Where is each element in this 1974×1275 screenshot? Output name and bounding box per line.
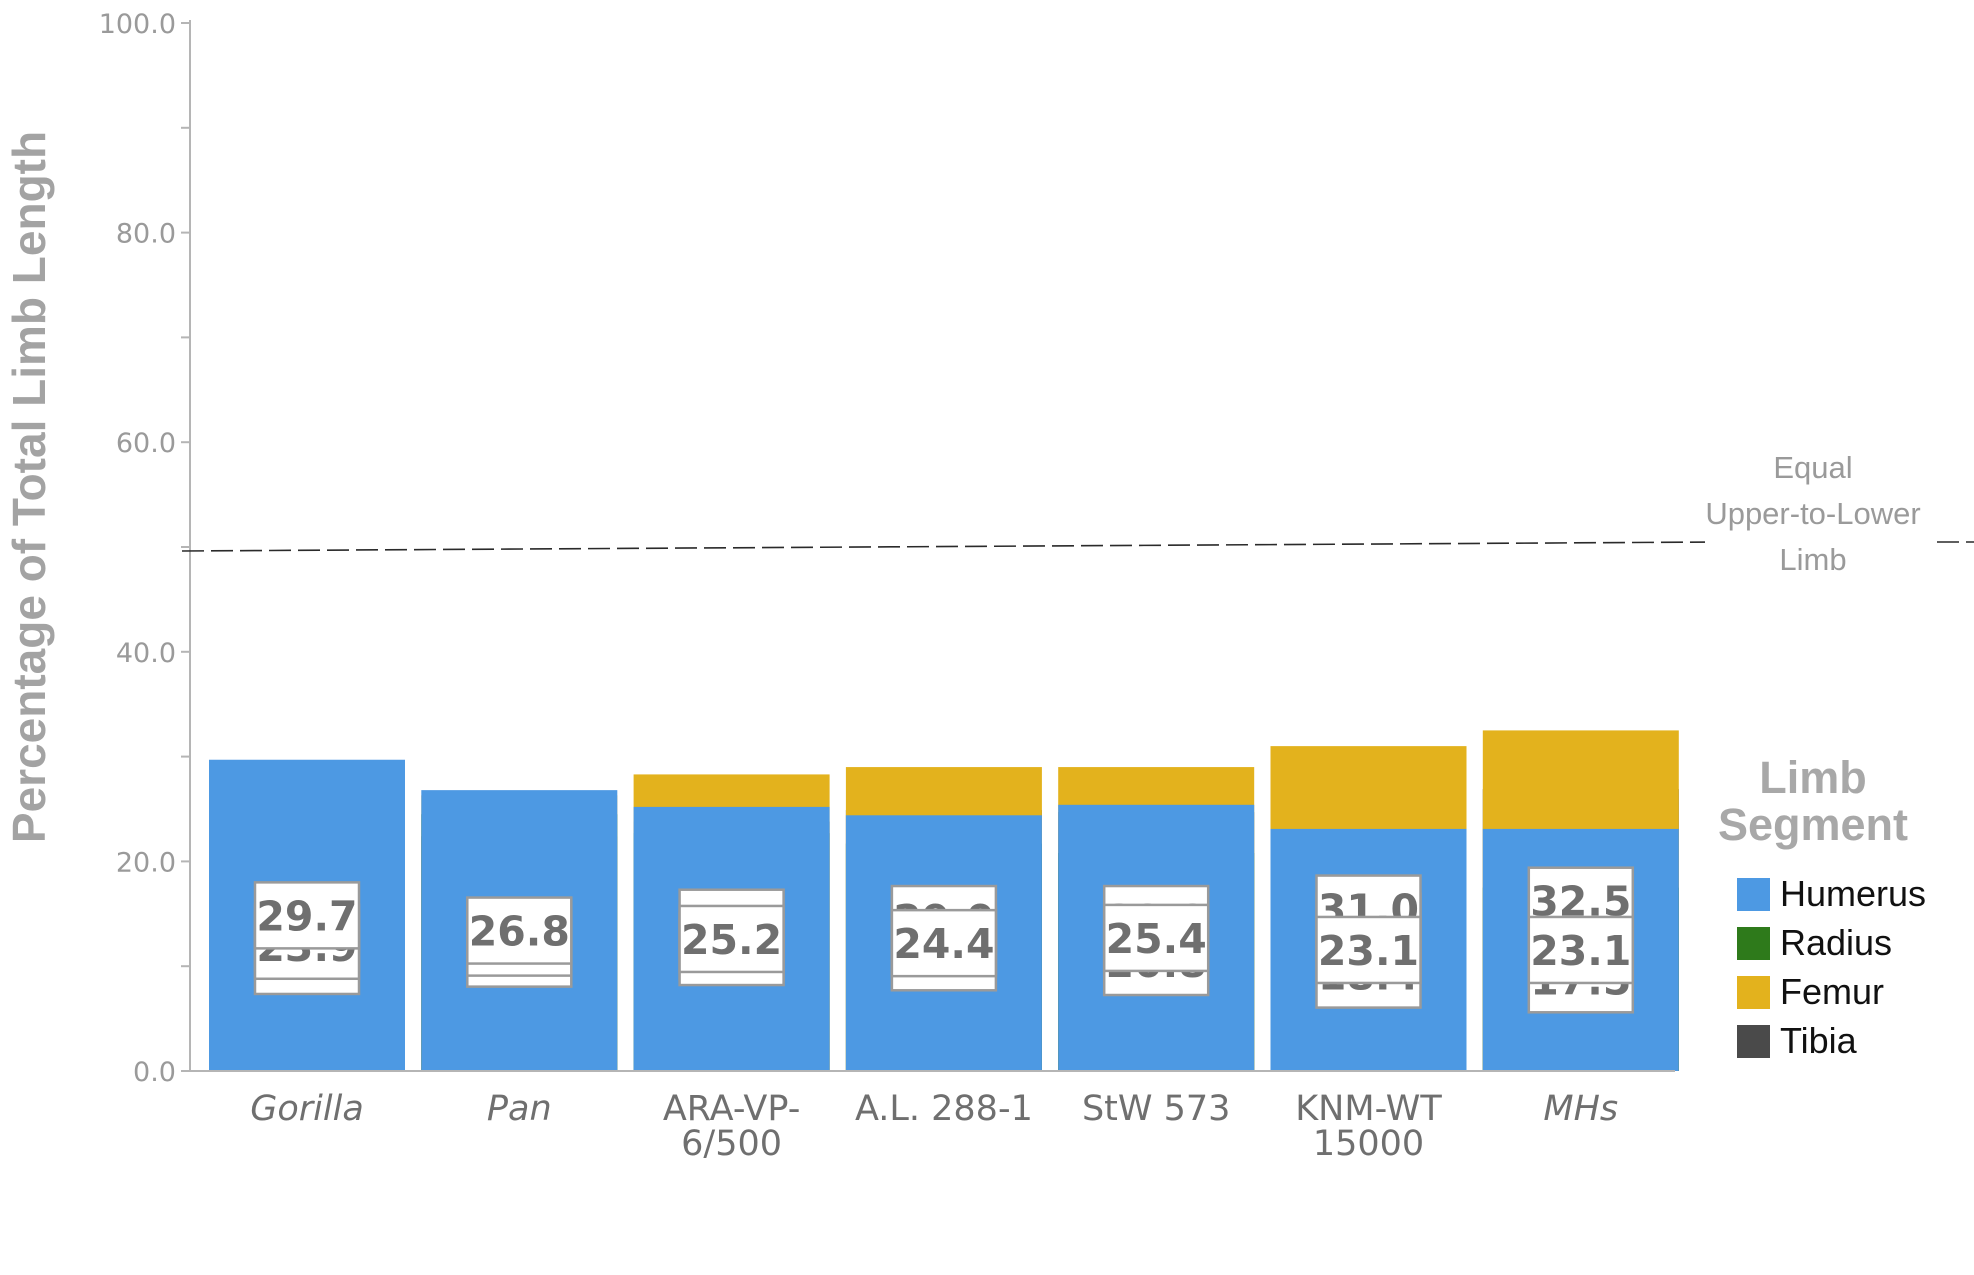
- legend-title-line1: Limb: [1759, 752, 1867, 803]
- x-tick-label-knm-wt-15000-line1: KNM-WT: [1295, 1089, 1442, 1129]
- x-tick-label-pan: Pan: [487, 1089, 552, 1129]
- reference-line-label-line1: Equal: [1773, 450, 1852, 485]
- value-label-box-humerus-pan: [466, 896, 573, 965]
- reference-label-backdrop: [1705, 518, 1937, 560]
- y-tick-label-100-0: 100.0: [99, 9, 176, 40]
- x-tick-label-knm-wt-15000-line2: 15000: [1313, 1124, 1424, 1164]
- value-label-humerus-ara-vp-6-500: 25.2: [681, 916, 782, 964]
- value-label-humerus-pan: 26.8: [469, 908, 570, 956]
- legend-swatch-femur: [1737, 976, 1770, 1009]
- x-tick-label-stw-573: StW 573: [1082, 1089, 1230, 1129]
- x-tick-label-gorilla: Gorilla: [250, 1089, 364, 1129]
- legend-swatch-humerus: [1737, 878, 1770, 911]
- x-tick-label-ara-vp-6-500-line1: ARA-VP-: [663, 1089, 801, 1129]
- value-label-box-humerus-ara-vp-6-500: [678, 904, 785, 974]
- value-label-box-humerus-gorilla: [253, 881, 361, 950]
- legend-title-line2: Segment: [1718, 799, 1908, 850]
- value-label-humerus-a-l-288-1: 24.4: [893, 920, 994, 968]
- y-tick-label-20-0: 20.0: [116, 847, 176, 878]
- value-label-humerus-knm-wt-15000: 23.1: [1318, 927, 1419, 975]
- axis-layer: Gorilla Pan ARA-VP-6/500 A.L. 288-1 StW 573 K…: [3, 9, 1675, 1164]
- y-tick-label-0-0: 0.0: [133, 1057, 176, 1088]
- legend-label-tibia: Tibia: [1780, 1020, 1858, 1061]
- legend-swatch-radius: [1737, 927, 1770, 960]
- equal-limb-reference-line: [181, 541, 1719, 552]
- value-label-box-humerus-stw-573: [1102, 903, 1210, 973]
- legend-label-humerus: Humerus: [1780, 873, 1926, 914]
- bars-layer: [209, 730, 1679, 1071]
- reference-line-label-line2: Upper-to-Lower: [1705, 496, 1920, 531]
- y-tick-label-80-0: 80.0: [116, 219, 176, 250]
- y-tick-label-40-0: 40.0: [116, 638, 176, 669]
- y-tick-label-60-0: 60.0: [116, 428, 176, 459]
- x-tick-label-a-l-288-1: A.L. 288-1: [855, 1089, 1033, 1129]
- value-label-box-humerus-knm-wt-15000: [1315, 915, 1422, 985]
- reference-line-layer: Equal Upper-to-Lower Limb: [181, 450, 1974, 577]
- value-label-humerus-gorilla: 29.7: [256, 892, 357, 940]
- legend-label-radius: Radius: [1780, 922, 1892, 963]
- value-label-box-humerus-a-l-288-1: [890, 908, 998, 978]
- data-labels-layer: 21.025.423.929.722.426.324.526.823.828.3…: [253, 866, 1635, 1014]
- y-axis-title: Percentage of Total Limb Length: [3, 131, 55, 843]
- value-label-humerus-mhs: 23.1: [1530, 927, 1631, 975]
- x-tick-label-mhs: MHs: [1543, 1089, 1618, 1129]
- legend-swatch-tibia: [1737, 1025, 1770, 1058]
- value-label-box-humerus-mhs: [1527, 915, 1635, 985]
- value-label-humerus-stw-573: 25.4: [1106, 915, 1207, 963]
- reference-line-label-line3: Limb: [1779, 542, 1846, 577]
- legend-label-femur: Femur: [1780, 971, 1884, 1012]
- x-tick-label-ara-vp-6-500-line2: 6/500: [681, 1124, 782, 1164]
